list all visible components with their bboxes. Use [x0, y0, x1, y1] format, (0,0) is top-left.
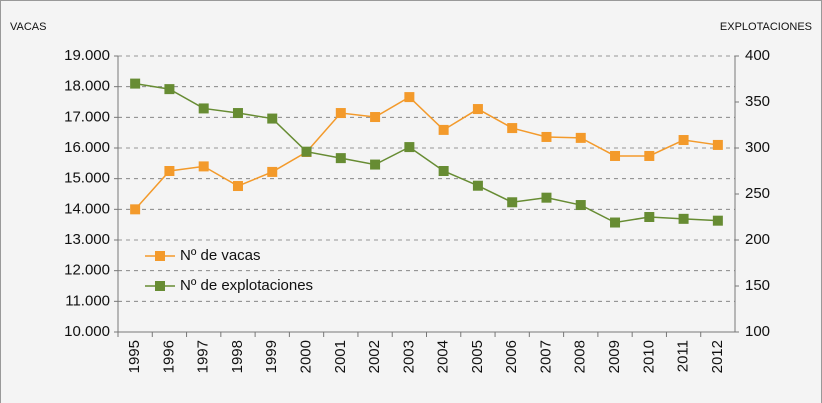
- marker: [267, 113, 278, 124]
- marker: [472, 104, 483, 115]
- legend-label: Nº de vacas: [180, 247, 261, 264]
- y2-tick-label: 350: [745, 93, 770, 110]
- y-tick-label: 10.000: [64, 323, 110, 340]
- legend-marker: [155, 281, 165, 291]
- x-tick-label: 2003: [400, 340, 417, 373]
- y2-tick-label: 250: [745, 185, 770, 202]
- marker: [335, 108, 346, 119]
- x-tick-label: 2004: [435, 340, 452, 373]
- marker: [404, 92, 415, 103]
- marker: [438, 166, 449, 176]
- marker: [164, 84, 175, 95]
- y2-tick-label: 150: [745, 277, 770, 294]
- x-tick-label: 2012: [709, 340, 726, 373]
- marker: [472, 180, 483, 191]
- x-tick-label: 2011: [675, 340, 692, 372]
- x-tick-label: 1997: [195, 340, 212, 373]
- marker: [610, 150, 621, 161]
- marker: [678, 135, 689, 146]
- x-tick-label: 2007: [537, 340, 554, 373]
- marker: [610, 217, 621, 228]
- y2-axis-label: EXPLOTACIONES: [720, 21, 812, 33]
- marker: [541, 192, 552, 203]
- marker: [575, 200, 586, 211]
- y-tick-label: 19.000: [64, 47, 110, 64]
- marker: [198, 161, 209, 172]
- x-tick-label: 2002: [366, 340, 383, 373]
- marker: [130, 204, 141, 215]
- marker: [575, 132, 586, 143]
- marker: [438, 124, 449, 135]
- x-tick-label: 1996: [160, 340, 177, 373]
- x-tick-label: 2001: [332, 340, 349, 373]
- x-tick-label: 2008: [572, 340, 589, 373]
- marker: [164, 166, 175, 176]
- marker: [130, 78, 141, 89]
- marker: [370, 159, 381, 170]
- x-tick-label: 2006: [503, 340, 520, 373]
- y-tick-label: 14.000: [64, 200, 110, 217]
- marker: [644, 150, 655, 161]
- y-tick-label: 17.000: [64, 108, 110, 125]
- marker: [541, 131, 552, 142]
- marker: [267, 166, 278, 177]
- x-tick-label: 2009: [606, 340, 623, 373]
- marker: [198, 103, 209, 114]
- y2-tick-label: 200: [745, 231, 770, 248]
- y-axis-label: VACAS: [10, 21, 46, 33]
- series-line: [134, 96, 718, 210]
- marker: [232, 181, 243, 192]
- x-tick-label: 2000: [297, 340, 314, 373]
- marker: [232, 108, 243, 119]
- y-tick-label: 13.000: [64, 231, 110, 248]
- marker: [678, 213, 689, 224]
- y-tick-label: 15.000: [64, 170, 110, 187]
- marker: [712, 139, 723, 150]
- series-line: [135, 82, 718, 224]
- x-tick-label: 2010: [640, 340, 657, 373]
- marker: [507, 123, 518, 134]
- marker: [301, 146, 312, 157]
- x-tick-label: 1998: [229, 340, 246, 373]
- marker: [507, 197, 518, 208]
- y2-tick-label: 300: [745, 139, 770, 156]
- marker: [335, 153, 346, 164]
- y2-tick-label: 100: [745, 323, 770, 340]
- y-tick-label: 12.000: [64, 262, 110, 279]
- y-tick-label: 16.000: [64, 139, 110, 156]
- marker: [370, 112, 381, 123]
- y-tick-label: 11.000: [65, 292, 110, 309]
- x-tick-label: 1995: [126, 340, 143, 373]
- x-tick-label: 1999: [263, 340, 280, 373]
- marker: [644, 212, 655, 222]
- y-tick-label: 18.000: [64, 78, 110, 95]
- marker: [404, 142, 415, 153]
- legend-marker: [155, 251, 165, 261]
- legend-label: Nº de explotaciones: [180, 277, 313, 294]
- marker: [712, 215, 723, 226]
- y2-tick-label: 400: [745, 47, 770, 64]
- x-tick-label: 2005: [469, 340, 486, 373]
